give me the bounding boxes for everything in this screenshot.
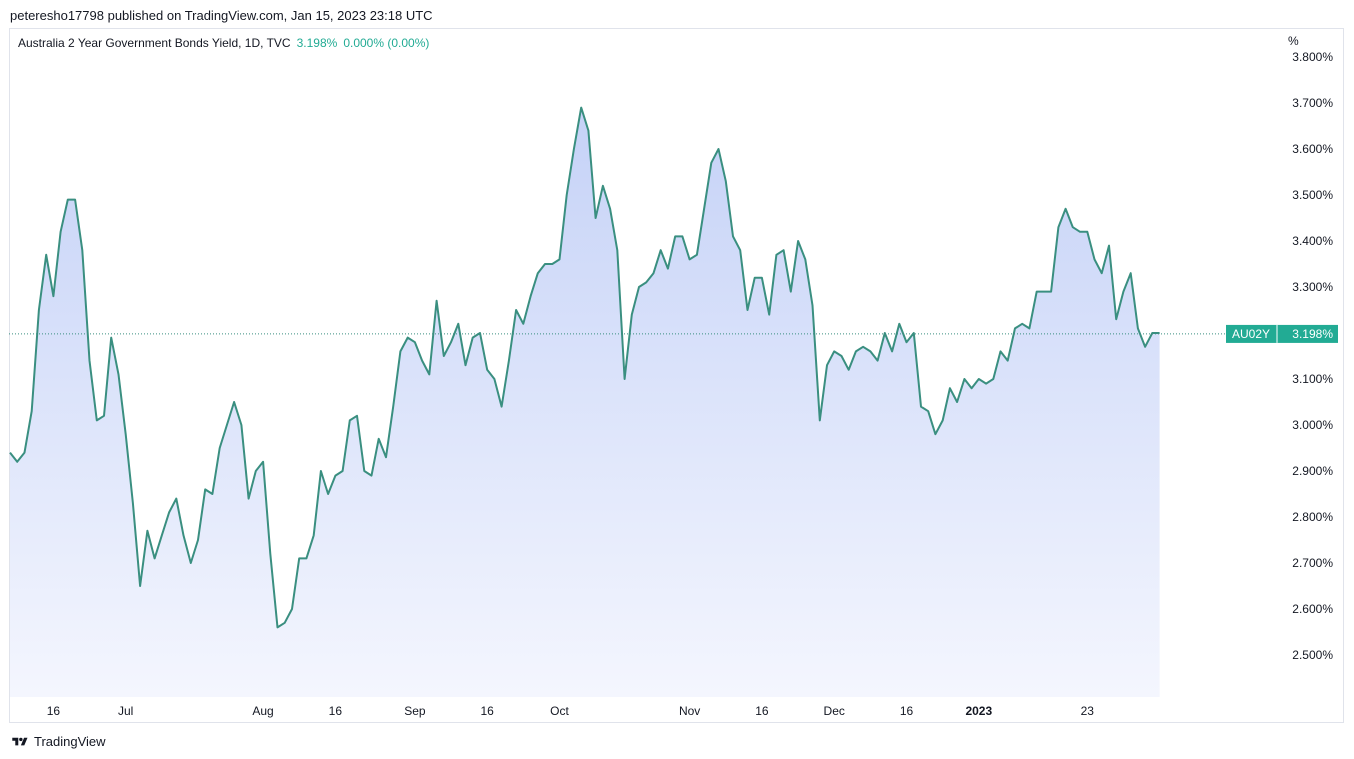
published-by-text: peteresho17798 published on TradingView.…	[10, 8, 433, 23]
legend-last-value: 3.198%	[296, 36, 338, 50]
tradingview-logo-icon	[12, 737, 28, 745]
price-tag-ticker: AU02Y	[1232, 327, 1270, 341]
y-tick-label: 2.600%	[1292, 602, 1333, 616]
area-fill-layer	[10, 107, 1160, 698]
y-tick-label: 3.100%	[1292, 372, 1333, 386]
x-tick-label: 23	[1081, 704, 1095, 718]
x-tick-label: 16	[755, 704, 769, 718]
x-tick-label: 16	[329, 704, 343, 718]
series-line-layer	[9, 106, 1160, 629]
y-axis-unit-label: %	[1288, 34, 1299, 48]
y-tick-label: 3.800%	[1292, 50, 1333, 64]
y-tick-label: 2.500%	[1292, 648, 1333, 662]
y-tick-label: 2.900%	[1292, 464, 1333, 478]
y-axis[interactable]: 3.800%3.700%3.600%3.500%3.400%3.300%3.20…	[1292, 50, 1333, 662]
x-tick-label: 16	[481, 704, 495, 718]
footer-brand[interactable]: TradingView	[10, 734, 106, 749]
footer-brand-label: TradingView	[34, 734, 106, 749]
y-tick-label: 3.400%	[1292, 234, 1333, 248]
x-tick-label: Aug	[252, 704, 273, 718]
y-tick-label: 3.600%	[1292, 142, 1333, 156]
x-tick-label: 16	[900, 704, 914, 718]
y-tick-label: 2.800%	[1292, 510, 1333, 524]
area-fill	[10, 107, 1160, 698]
y-tick-label: 3.300%	[1292, 280, 1333, 294]
series-line	[9, 106, 1160, 629]
legend-change: 0.000% (0.00%)	[343, 36, 430, 50]
x-tick-label: Sep	[404, 704, 426, 718]
x-tick-label: Oct	[550, 704, 569, 718]
y-tick-label: 3.000%	[1292, 418, 1333, 432]
x-tick-label: Jul	[118, 704, 133, 718]
x-tick-label: 16	[47, 704, 61, 718]
x-tick-label: Nov	[679, 704, 700, 718]
x-tick-label: Dec	[824, 704, 845, 718]
x-tick-label: 2023	[965, 704, 992, 718]
series-legend[interactable]: Australia 2 Year Government Bonds Yield,…	[18, 36, 429, 50]
price-tag: AU02Y 3.198%	[1226, 324, 1338, 343]
y-tick-label: 3.700%	[1292, 96, 1333, 110]
price-tag-bg	[1226, 324, 1338, 343]
legend-symbol: Australia 2 Year Government Bonds Yield,…	[18, 36, 291, 50]
y-tick-label: 3.500%	[1292, 188, 1333, 202]
x-axis[interactable]: 16 Jul Aug 16 Sep 16 Oct Nov 16 Dec 16 2023 23	[47, 704, 1095, 718]
y-tick-label: 2.700%	[1292, 556, 1333, 570]
price-tag-value: 3.198%	[1292, 327, 1333, 341]
